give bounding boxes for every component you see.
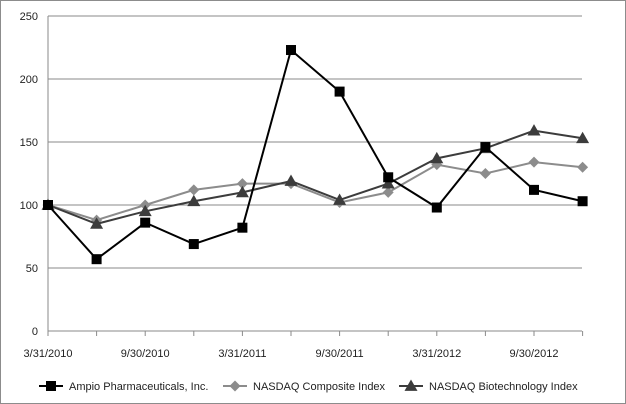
- data-point: [480, 142, 491, 153]
- legend-item: NASDAQ Composite Index: [223, 380, 386, 393]
- x-tick-label: 9/30/2011: [316, 348, 364, 360]
- series-2: [41, 124, 590, 229]
- data-point: [140, 217, 151, 228]
- data-point: [577, 161, 589, 173]
- data-point: [188, 239, 199, 250]
- data-point: [431, 202, 442, 213]
- data-point: [91, 254, 102, 265]
- legend-label: NASDAQ Biotechnology Index: [429, 381, 578, 393]
- data-point: [576, 131, 590, 144]
- data-point: [43, 200, 53, 210]
- x-tick-label: 3/31/2012: [412, 348, 461, 360]
- data-point: [479, 168, 491, 179]
- legend-label: Ampio Pharmaceuticals, Inc.: [69, 381, 208, 393]
- data-point: [138, 204, 152, 217]
- legend-item: Ampio Pharmaceuticals, Inc.: [39, 381, 208, 393]
- data-point: [430, 151, 444, 164]
- data-point: [577, 196, 588, 207]
- data-point: [90, 217, 104, 229]
- data-point: [188, 184, 200, 196]
- data-point: [527, 124, 541, 136]
- series-0: [43, 45, 588, 265]
- series-layer: [41, 45, 590, 265]
- data-point: [382, 186, 394, 198]
- data-point: [286, 45, 296, 56]
- data-point: [333, 193, 347, 205]
- gridlines: [48, 15, 582, 269]
- data-point: [235, 185, 249, 198]
- x-tick-label: 3/31/2010: [24, 348, 73, 360]
- data-point: [383, 172, 394, 183]
- series-line: [47, 48, 583, 261]
- y-tick-label: 50: [26, 263, 38, 275]
- x-tick-label: 9/30/2010: [121, 348, 170, 360]
- data-point: [187, 194, 201, 207]
- x-tick-label: 9/30/2012: [510, 348, 559, 360]
- series-line: [47, 129, 583, 225]
- legend-marker: [404, 379, 418, 391]
- data-point: [381, 177, 395, 189]
- legend-marker: [46, 381, 56, 391]
- y-tick-label: 200: [20, 74, 38, 86]
- y-tick-label: 150: [20, 137, 38, 149]
- data-point: [334, 86, 345, 97]
- legend-item: NASDAQ Biotechnology Index: [399, 379, 578, 393]
- y-tick-label: 100: [20, 200, 38, 212]
- series-line: [47, 161, 583, 222]
- legend-marker: [229, 380, 241, 392]
- legend-label: NASDAQ Composite Index: [253, 381, 386, 393]
- data-point: [237, 222, 248, 233]
- data-point: [529, 184, 539, 195]
- data-point: [284, 174, 298, 186]
- legend: Ampio Pharmaceuticals, Inc. NASDAQ Compos…: [39, 379, 578, 393]
- axes: 0 50 100 150 200 250 3/31/2010 9/30/2010 3/31/20…: [20, 11, 584, 360]
- y-tick-label: 0: [32, 326, 38, 338]
- x-tick-label: 3/31/2011: [218, 348, 266, 360]
- y-tick-label: 250: [20, 11, 38, 23]
- data-point: [528, 156, 540, 168]
- data-point: [236, 178, 248, 190]
